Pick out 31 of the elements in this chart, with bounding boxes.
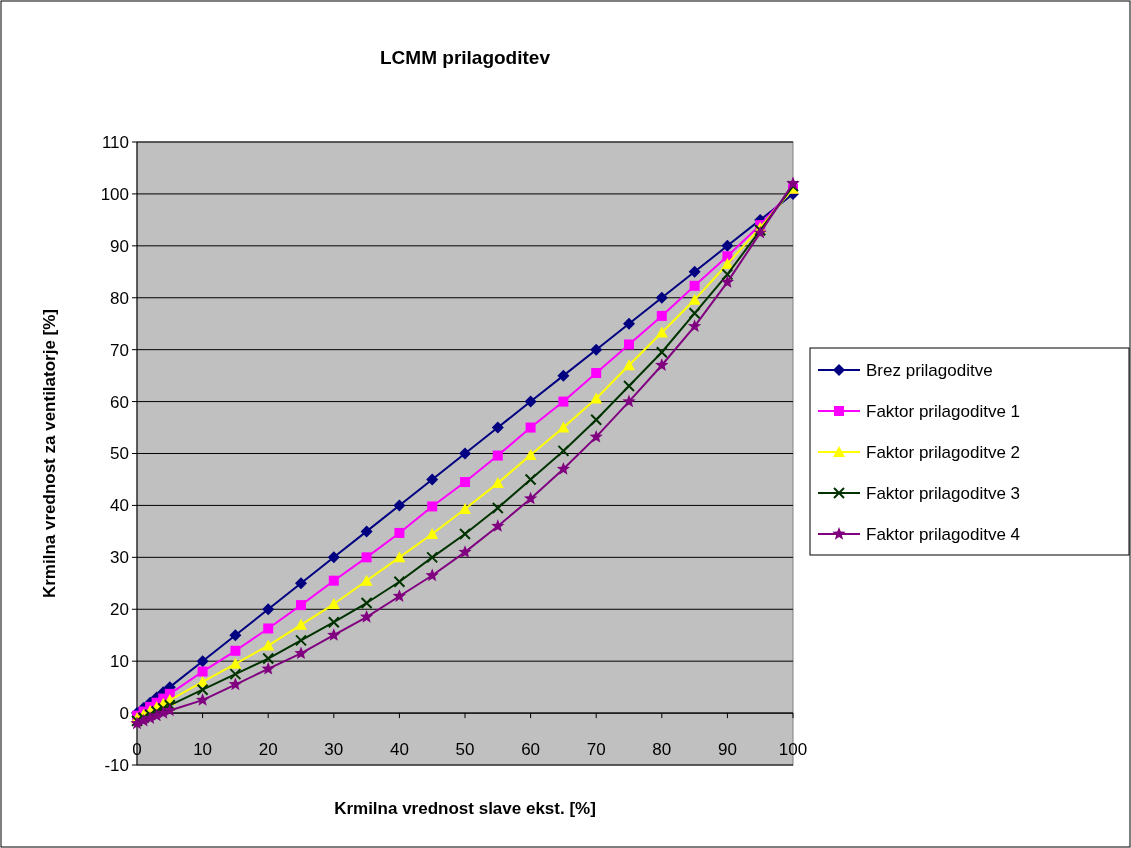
x-tick-label: 30	[324, 740, 344, 760]
x-tick-label: 50	[455, 740, 475, 760]
y-tick-label: 110	[101, 132, 129, 152]
legend-label: Faktor prilagoditve 4	[866, 524, 1021, 544]
y-tick-label: -10	[104, 755, 129, 775]
y-tick-label: 70	[110, 340, 129, 360]
x-tick-label: 40	[389, 740, 409, 760]
y-tick-label: 40	[110, 496, 129, 516]
y-tick-label: 30	[110, 548, 129, 568]
x-tick-label: 100	[778, 740, 808, 760]
y-tick-label: 80	[110, 288, 129, 308]
y-tick-label: 10	[110, 652, 129, 672]
x-axis-title: Krmilna vrednost slave ekst. [%]	[334, 799, 596, 818]
y-tick-label: 60	[110, 392, 129, 412]
y-axis-title: Krmilna vrednost za ventilatorje [%]	[40, 308, 59, 599]
x-tick-label: 10	[193, 740, 213, 760]
legend-label: Brez prilagoditve	[866, 360, 993, 380]
y-tick-label: 20	[110, 600, 129, 620]
y-tick-label: 50	[110, 444, 129, 464]
legend-label: Faktor prilagoditve 2	[866, 442, 1021, 462]
chart-title: LCMM prilagoditev	[380, 47, 551, 68]
x-tick-label: 80	[652, 740, 672, 760]
x-tick-label: 20	[258, 740, 278, 760]
legend-label: Faktor prilagoditve 1	[866, 401, 1021, 421]
y-tick-label: 100	[100, 184, 129, 204]
y-tick-label: 90	[110, 236, 129, 256]
y-tick-label: 0	[119, 704, 129, 724]
x-tick-label: 60	[521, 740, 541, 760]
x-tick-label: 90	[717, 740, 737, 760]
x-tick-label: 70	[586, 740, 606, 760]
legend-label: Faktor prilagoditve 3	[866, 483, 1021, 503]
